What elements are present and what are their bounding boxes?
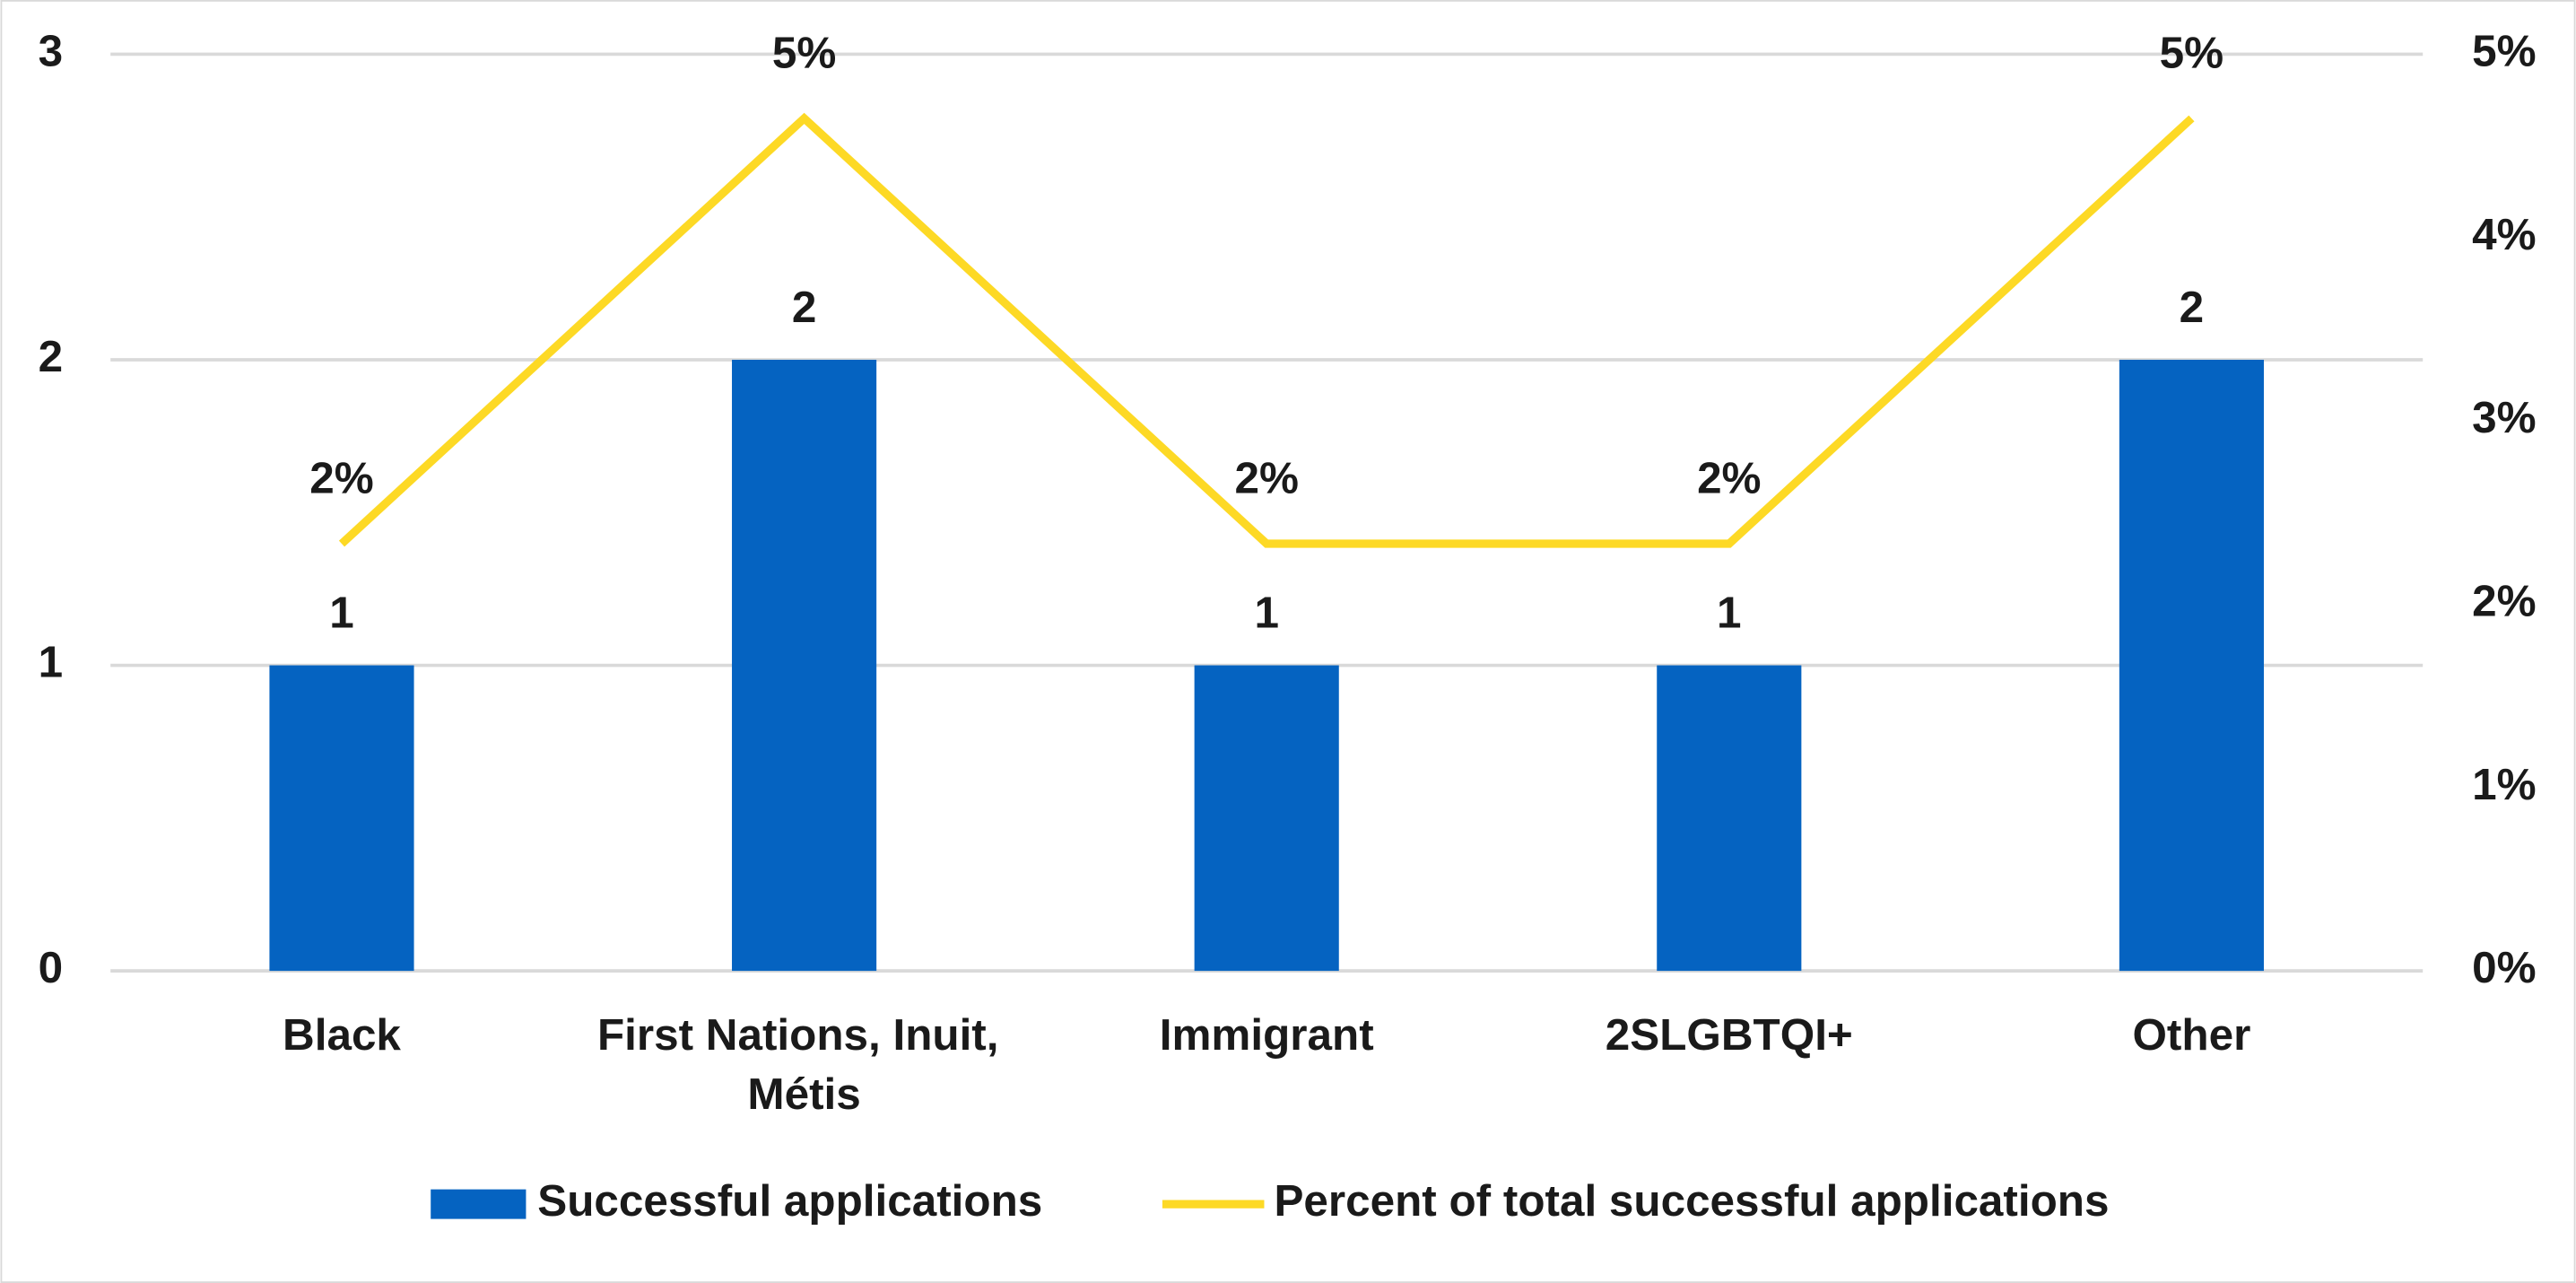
y2-tick-label: 1% (2472, 760, 2536, 809)
line-value-label: 5% (772, 28, 836, 77)
bar (269, 665, 414, 972)
line-value-label: 2% (1234, 453, 1298, 502)
y-tick-label: 2 (39, 332, 64, 381)
legend-label: Percent of total successful applications (1274, 1176, 2109, 1226)
y-tick-label: 1 (39, 638, 64, 687)
x-tick-label: Other (2133, 1010, 2251, 1060)
bar (2119, 359, 2264, 972)
line-value-label: 2% (1697, 453, 1761, 502)
y2-tick-label: 5% (2472, 26, 2536, 75)
y2-tick-label: 4% (2472, 210, 2536, 259)
legend-swatch (431, 1189, 527, 1219)
x-tick-label: First Nations, Inuit, Métis (597, 1010, 1011, 1119)
bar-value-label: 2 (2180, 283, 2205, 332)
x-tick-label: 2SLGBTQI+ (1606, 1010, 1853, 1060)
line (338, 112, 2195, 548)
bar (1657, 665, 1802, 972)
y-tick-label: 0 (39, 943, 64, 992)
line-value-label: 2% (309, 453, 373, 502)
y-tick-label: 3 (39, 26, 64, 75)
x-tick-label: Immigrant (1160, 1010, 1374, 1060)
bar-value-label: 2 (792, 283, 817, 332)
x-tick-label: Black (283, 1010, 401, 1060)
line-value-label: 5% (2160, 28, 2224, 77)
y2-tick-label: 2% (2472, 576, 2536, 625)
bar (732, 359, 877, 972)
bar-value-label: 1 (1717, 589, 1742, 638)
bar (1194, 665, 1339, 972)
y2-tick-label: 0% (2472, 943, 2536, 992)
bar-value-label: 1 (329, 589, 354, 638)
y2-tick-label: 3% (2472, 393, 2536, 442)
bar-value-label: 1 (1254, 589, 1279, 638)
legend-label: Successful applications (537, 1176, 1042, 1226)
